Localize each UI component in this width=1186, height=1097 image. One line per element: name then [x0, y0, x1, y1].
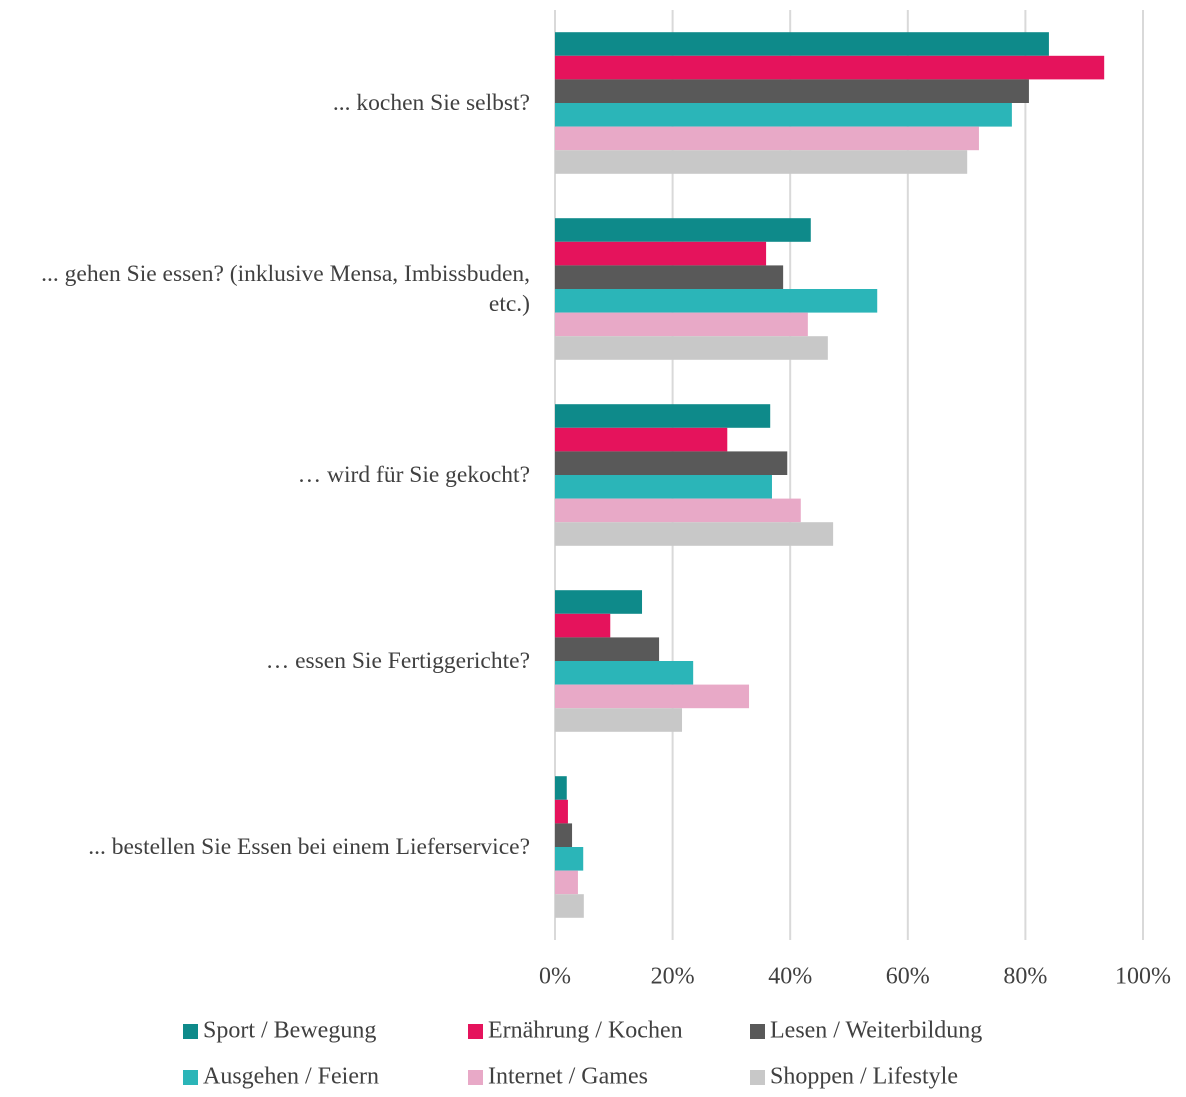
x-tick-label: 80%	[1003, 964, 1047, 990]
bar	[555, 613, 611, 638]
x-tick-label: 20%	[651, 964, 695, 990]
bar	[555, 799, 568, 824]
bar	[555, 241, 767, 266]
bar	[555, 823, 573, 847]
legend-swatch	[468, 1070, 483, 1085]
bar	[555, 451, 788, 475]
bar	[555, 427, 728, 452]
bar	[555, 661, 694, 685]
legend-label: Shoppen / Lifestyle	[770, 1064, 958, 1090]
category-label: ... gehen Sie essen? (inklusive Mensa, I…	[41, 261, 530, 317]
category-label: ... bestellen Sie Essen bei einem Liefer…	[88, 834, 530, 860]
legend-swatch	[750, 1070, 765, 1085]
bar	[555, 894, 584, 918]
bar	[555, 498, 801, 523]
bar	[555, 265, 784, 289]
legend-label: Sport / Bewegung	[203, 1018, 376, 1044]
legend-label: Internet / Games	[488, 1064, 648, 1090]
bar	[555, 32, 1049, 56]
bar	[555, 103, 1012, 127]
bar	[555, 637, 660, 661]
bar	[555, 590, 643, 614]
bar	[555, 404, 771, 428]
category-label: ... kochen Sie selbst?	[332, 90, 530, 116]
category-label: … wird für Sie gekocht?	[297, 462, 530, 488]
bar	[555, 79, 1029, 103]
bar	[555, 150, 968, 174]
bar	[555, 336, 828, 360]
bar	[555, 684, 750, 709]
bar	[555, 847, 584, 871]
bar	[555, 708, 683, 732]
x-tick-label: 60%	[886, 964, 930, 990]
bar	[555, 218, 811, 242]
legend-swatch	[183, 1070, 198, 1085]
x-tick-label: 0%	[539, 964, 571, 990]
legend-label: Lesen / Weiterbildung	[770, 1018, 982, 1044]
bar	[555, 870, 578, 895]
legend-swatch	[750, 1024, 765, 1039]
legend-label: Ausgehen / Feiern	[203, 1064, 379, 1090]
bar	[555, 312, 808, 337]
bar	[555, 776, 567, 800]
bar	[555, 289, 878, 313]
bar	[555, 475, 772, 499]
legend-swatch	[183, 1024, 198, 1039]
bar	[555, 126, 979, 151]
category-label: … essen Sie Fertiggerichte?	[265, 648, 530, 674]
legend-swatch	[468, 1024, 483, 1039]
x-tick-label: 100%	[1115, 964, 1171, 990]
legend-label: Ernährung / Kochen	[488, 1018, 683, 1044]
bar	[555, 522, 834, 546]
x-tick-label: 40%	[768, 964, 812, 990]
bar	[555, 55, 1105, 80]
